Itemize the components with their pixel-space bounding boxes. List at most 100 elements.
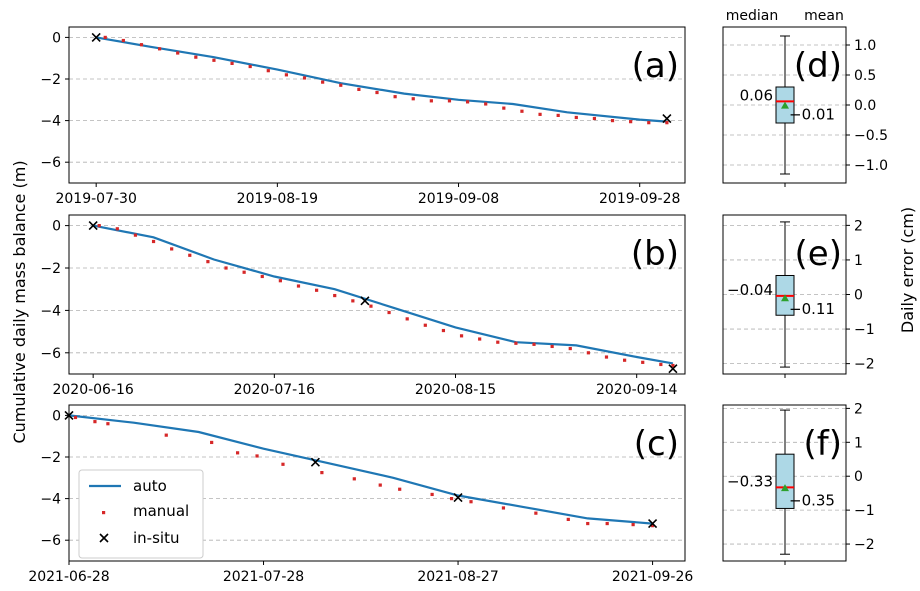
panel-label: (d) <box>794 46 842 86</box>
y-tick-label: 0.5 <box>854 68 876 84</box>
y-tick-label: 0 <box>854 288 863 304</box>
manual-point <box>170 247 174 251</box>
insitu-point <box>668 364 678 374</box>
panel-label: (b) <box>631 234 679 274</box>
manual-point <box>206 260 210 264</box>
manual-point <box>188 253 192 257</box>
manual-point <box>302 76 307 80</box>
mean-value-label: −0.11 <box>789 300 835 318</box>
x-tick-label: 2020-09-14 <box>596 382 677 398</box>
manual-point <box>210 440 214 445</box>
manual-point <box>393 95 397 99</box>
manual-point <box>592 116 597 121</box>
y-tick-label: −2 <box>854 537 875 553</box>
plot-frame <box>68 404 686 562</box>
manual-point <box>586 351 590 355</box>
median-value-label: 0.06 <box>740 86 773 104</box>
manual-point <box>610 119 615 123</box>
manual-point <box>281 462 285 466</box>
line-panel-c: 0 −2 −4 −6 2021-06-28 2021-07-28 2021-08-27 202… <box>28 404 693 585</box>
manual-point <box>514 341 518 345</box>
x-tick-label: 2021-06-28 <box>28 569 109 585</box>
y-tick-label: 0.0 <box>854 98 876 114</box>
manual-point <box>550 344 554 349</box>
manual-point <box>93 420 97 424</box>
manual-point <box>423 323 427 327</box>
y-tick-label: 1.0 <box>854 38 876 54</box>
manual-point <box>501 506 506 510</box>
x-tick-label: 2020-07-16 <box>234 382 315 398</box>
panel-label: (c) <box>634 424 679 464</box>
manual-point <box>320 471 324 475</box>
y-axis-label-right: Daily error (cm) <box>898 207 917 333</box>
manual-point <box>484 102 488 106</box>
y-tick-label: −6 <box>40 533 61 549</box>
box-header-mean: mean <box>804 8 844 24</box>
mean-value-label: −0.01 <box>789 105 835 123</box>
manual-point <box>449 497 454 501</box>
manual-point <box>321 80 325 84</box>
manual-point <box>411 97 415 101</box>
manual-point <box>176 51 180 55</box>
manual-point <box>97 224 101 228</box>
manual-point <box>586 521 590 526</box>
median-value-label: −0.33 <box>727 472 773 490</box>
manual-point <box>405 317 409 321</box>
series-auto-line <box>92 224 674 365</box>
manual-point <box>296 284 301 288</box>
manual-point <box>398 487 402 491</box>
manual-point <box>255 454 259 458</box>
manual-point <box>441 328 446 333</box>
y-tick-label: −2 <box>40 261 61 277</box>
y-tick-label: 0 <box>52 30 61 46</box>
mean-marker <box>781 294 789 302</box>
insitu-point <box>88 221 98 231</box>
insitu-point <box>662 113 672 124</box>
manual-point <box>278 279 282 283</box>
y-tick-label: −1 <box>854 503 875 519</box>
manual-point <box>604 355 609 359</box>
manual-point <box>157 47 162 51</box>
series-auto-line <box>96 36 667 123</box>
legend-auto-label: auto <box>133 477 167 495</box>
manual-point <box>629 120 633 124</box>
manual-point <box>333 293 337 298</box>
manual-point <box>659 362 663 367</box>
y-tick-label: 2 <box>854 218 863 234</box>
manual-point <box>469 500 473 504</box>
manual-point <box>378 483 382 487</box>
manual-point <box>375 90 379 95</box>
plot-frame <box>68 26 686 184</box>
manual-point <box>520 109 524 113</box>
y-axis-label-left: Cumulative daily mass balance (m) <box>10 160 29 443</box>
y-tick-label: 0 <box>52 219 61 235</box>
y-tick-label: −4 <box>40 114 61 130</box>
manual-point <box>164 433 168 437</box>
manual-point <box>429 99 433 103</box>
panel-label: (a) <box>632 46 679 86</box>
legend-manual-swatch <box>102 511 106 515</box>
legend-insitu-swatch <box>99 533 109 543</box>
mean-value-label: −0.35 <box>789 491 835 509</box>
box-header-median: median <box>726 8 778 24</box>
line-panel-b: 0 −2 −4 −6 2020-06-16 2020-07-16 2020-08-15 202… <box>40 214 686 398</box>
manual-point <box>230 61 234 65</box>
manual-point <box>242 270 246 274</box>
insitu-point <box>648 518 658 529</box>
manual-point <box>447 99 452 103</box>
manual-point <box>115 227 119 231</box>
manual-point <box>532 342 536 346</box>
manual-point <box>665 121 669 125</box>
manual-point <box>459 334 464 338</box>
manual-point <box>315 288 319 292</box>
x-tick-label: 2021-09-26 <box>612 569 693 585</box>
x-tick-label: 2019-07-30 <box>55 191 136 207</box>
manual-point <box>647 121 651 125</box>
y-tick-label: 1 <box>854 435 863 451</box>
y-tick-label: 2 <box>854 401 863 417</box>
x-tick-label: 2021-07-28 <box>223 569 304 585</box>
manual-point <box>496 340 500 344</box>
manual-point <box>566 517 570 521</box>
mean-marker <box>781 101 789 109</box>
x-tick-label: 2020-08-15 <box>415 382 496 398</box>
